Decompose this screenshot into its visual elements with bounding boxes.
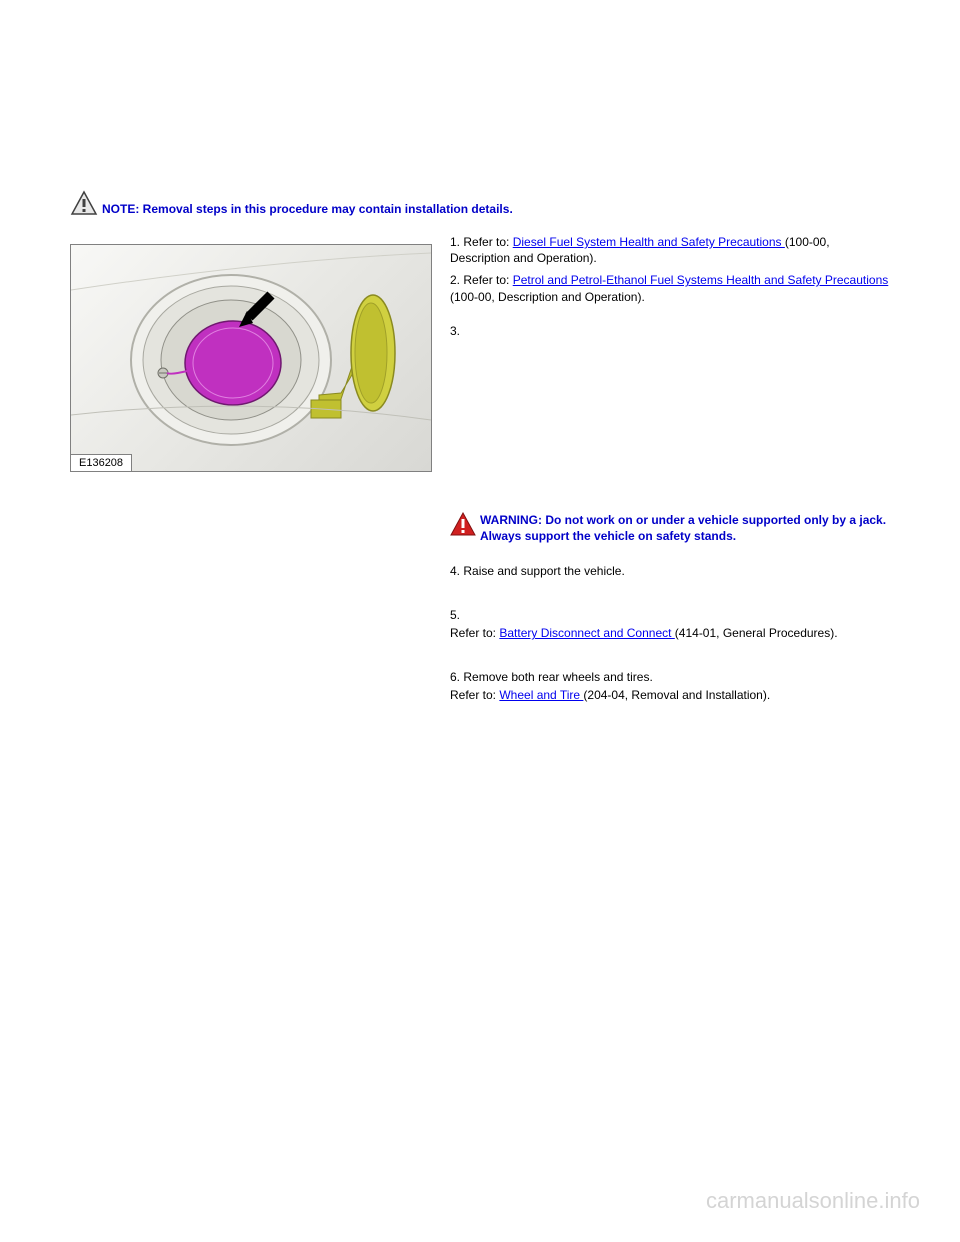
note-text: NOTE: Removal steps in this procedure ma…: [102, 202, 513, 216]
warning-text: WARNING: Do not work on or under a vehic…: [480, 512, 890, 544]
step-1: 1. Refer to: Diesel Fuel System Health a…: [450, 234, 890, 266]
step-1-refer: Refer to:: [463, 235, 512, 249]
triangle-caution-icon: [70, 190, 98, 216]
step-6-text: Remove both rear wheels and tires.: [463, 670, 652, 684]
step-4: 4. Raise and support the vehicle.: [450, 564, 890, 578]
step-6-tail: (204-04, Removal and Installation).: [583, 688, 770, 702]
step-5: 5. Refer to: Battery Disconnect and Conn…: [450, 608, 890, 640]
step-3-num: 3.: [450, 324, 460, 338]
step-5-tail: (414-01, General Procedures).: [675, 626, 838, 640]
step-2-refer: Refer to:: [463, 273, 512, 287]
step-1-link[interactable]: Diesel Fuel System Health and Safety Pre…: [513, 235, 785, 249]
step-5-link[interactable]: Battery Disconnect and Connect: [499, 626, 674, 640]
step-6-num: 6.: [450, 670, 460, 684]
step-6-refer: Refer to:: [450, 688, 499, 702]
step-2-link[interactable]: Petrol and Petrol-Ethanol Fuel Systems H…: [513, 273, 889, 287]
left-column: E136208: [70, 234, 430, 472]
watermark: carmanualsonline.info: [706, 1188, 920, 1214]
triangle-warning-icon: [450, 512, 476, 536]
step-4-text: Raise and support the vehicle.: [463, 564, 624, 578]
step-1-num: 1.: [450, 235, 460, 249]
warning-label: WARNING:: [480, 513, 542, 527]
step-5-refer: Refer to:: [450, 626, 499, 640]
step-5-num: 5.: [450, 608, 460, 622]
note-label: NOTE:: [102, 202, 139, 216]
step-2-tail: (100-00, Description and Operation).: [450, 290, 645, 304]
fuel-filler-illustration: E136208: [70, 244, 432, 472]
step-6-link[interactable]: Wheel and Tire: [499, 688, 583, 702]
step-6: 6. Remove both rear wheels and tires. Re…: [450, 670, 890, 702]
step-2-num: 2.: [450, 273, 460, 287]
note-row: NOTE: Removal steps in this procedure ma…: [70, 190, 890, 216]
right-column: 1. Refer to: Diesel Fuel System Health a…: [450, 234, 890, 472]
warning-row: WARNING: Do not work on or under a vehic…: [450, 512, 890, 544]
step-3: 3.: [450, 323, 890, 339]
note-body: Removal steps in this procedure may cont…: [139, 202, 512, 216]
step-4-num: 4.: [450, 564, 460, 578]
step-2: 2. Refer to: Petrol and Petrol-Ethanol F…: [450, 272, 890, 304]
image-label: E136208: [71, 454, 132, 471]
